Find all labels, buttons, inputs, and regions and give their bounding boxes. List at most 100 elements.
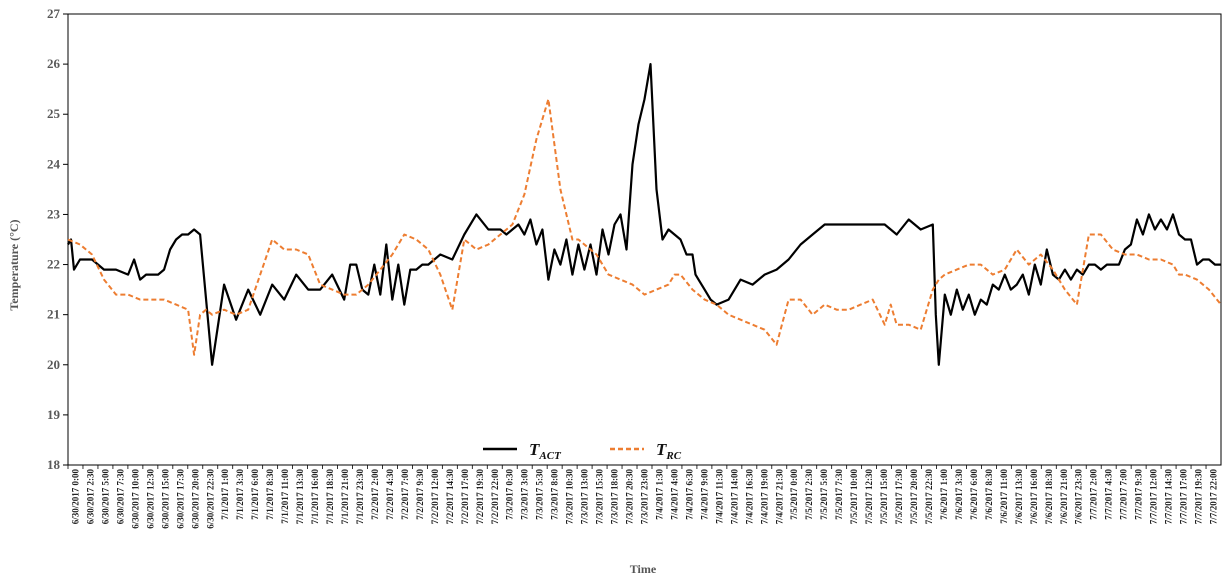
- x-tick-label: 7/3/2017 20:30: [625, 469, 635, 525]
- x-tick-label: 6/30/2017 15:00: [160, 469, 170, 529]
- x-tick-label: 7/2/2017 9:30: [415, 469, 425, 520]
- x-tick-label: 6/30/2017 12:30: [145, 469, 155, 529]
- x-tick-label: 7/6/2017 8:30: [984, 469, 994, 520]
- x-tick-label: 7/1/2017 8:30: [265, 469, 275, 520]
- x-tick-label: 7/2/2017 7:00: [400, 469, 410, 520]
- x-tick-label: 7/3/2017 3:00: [520, 469, 530, 520]
- x-tick-label: 7/2/2017 2:00: [370, 469, 380, 520]
- x-tick-label: 7/4/2017 14:00: [729, 469, 739, 525]
- axes: [67, 13, 1222, 466]
- x-tick-label: 7/7/2017 17:00: [1179, 469, 1189, 525]
- x-tick-label: 7/5/2017 20:00: [909, 469, 919, 525]
- x-tick-label: 7/6/2017 18:30: [1044, 469, 1054, 525]
- y-tick-label: 21: [47, 307, 60, 322]
- x-tick-label: 7/5/2017 7:30: [834, 469, 844, 520]
- y-tick-label: 23: [47, 206, 61, 221]
- x-tick-label: 7/7/2017 2:00: [1089, 469, 1099, 520]
- x-tick-label: 7/5/2017 5:00: [819, 469, 829, 520]
- x-tick-label: 7/4/2017 6:30: [684, 469, 694, 520]
- x-tick-label: 7/6/2017 6:00: [969, 469, 979, 520]
- x-tick-label: 6/30/2017 2:30: [86, 469, 96, 525]
- x-tick-label: 7/4/2017 16:30: [744, 469, 754, 525]
- x-tick-label: 6/30/2017 0:00: [71, 469, 81, 525]
- y-tick-label: 22: [47, 257, 60, 272]
- x-tick-label: 7/3/2017 0:30: [505, 469, 515, 520]
- x-tick-label: 7/6/2017 21:00: [1059, 469, 1069, 525]
- y-axis-ticks: 18 19 20 21 22 23 24 25 26 27: [47, 6, 68, 472]
- x-tick-label: 7/6/2017 23:30: [1074, 469, 1084, 525]
- x-tick-label: 7/4/2017 1:30: [655, 469, 665, 520]
- x-tick-label: 7/3/2017 5:30: [535, 469, 545, 520]
- x-tick-label: 7/6/2017 3:30: [954, 469, 964, 520]
- x-axis-ticks: 6/30/2017 0:00 6/30/2017 2:30 6/30/2017 5:…: [67, 465, 1219, 529]
- y-tick-label: 20: [47, 357, 60, 372]
- x-tick-label: 7/1/2017 16:00: [310, 469, 320, 525]
- x-tick-label: 7/1/2017 13:30: [295, 469, 305, 525]
- x-tick-label: 7/5/2017 22:30: [924, 469, 934, 525]
- y-tick-label: 18: [47, 457, 61, 472]
- x-tick-label: 7/6/2017 1:00: [939, 469, 949, 520]
- x-tick-label: 7/7/2017 9:30: [1134, 469, 1144, 520]
- x-tick-label: 7/4/2017 21:30: [774, 469, 784, 525]
- x-tick-label: 7/6/2017 16:00: [1029, 469, 1039, 525]
- x-tick-label: 7/2/2017 19:30: [475, 469, 485, 525]
- x-tick-label: 7/4/2017 19:00: [759, 469, 769, 525]
- y-tick-label: 27: [47, 6, 61, 21]
- x-tick-label: 7/4/2017 11:30: [714, 469, 724, 524]
- x-tick-label: 7/5/2017 0:00: [789, 469, 799, 520]
- x-tick-label: 7/2/2017 12:00: [430, 469, 440, 525]
- x-tick-label: 7/6/2017 13:30: [1014, 469, 1024, 525]
- x-tick-label: 6/30/2017 7:30: [115, 469, 125, 525]
- series-line-t-act: [67, 62, 1221, 366]
- x-tick-label: 7/1/2017 18:30: [325, 469, 335, 525]
- x-tick-label: 6/30/2017 10:00: [130, 469, 140, 529]
- x-tick-label: 6/30/2017 22:30: [205, 469, 215, 529]
- x-tick-label: 7/3/2017 18:00: [610, 469, 620, 525]
- x-tick-label: 7/3/2017 10:30: [565, 469, 575, 525]
- x-tick-label: 7/2/2017 17:00: [460, 469, 470, 525]
- x-tick-label: 7/1/2017 11:00: [280, 469, 290, 524]
- x-tick-label: 7/2/2017 14:30: [445, 469, 455, 525]
- x-tick-label: 7/5/2017 10:00: [849, 469, 859, 525]
- x-tick-label: 7/3/2017 8:00: [550, 469, 560, 520]
- y-tick-label: 25: [47, 106, 61, 121]
- x-tick-label: 7/4/2017 4:00: [669, 469, 679, 520]
- x-tick-label: 7/6/2017 11:00: [999, 469, 1009, 524]
- x-tick-label: 7/7/2017 22:00: [1209, 469, 1219, 525]
- x-tick-label: 7/7/2017 7:00: [1119, 469, 1129, 520]
- x-tick-label: 6/30/2017 5:00: [100, 469, 110, 525]
- x-axis-title: Time: [630, 562, 657, 576]
- y-tick-label: 19: [47, 407, 61, 422]
- x-tick-label: 7/3/2017 15:30: [595, 469, 605, 525]
- x-tick-label: 7/1/2017 1:00: [220, 469, 230, 520]
- x-tick-label: 6/30/2017 20:00: [190, 469, 200, 529]
- x-tick-label: 7/1/2017 23:30: [355, 469, 365, 525]
- x-tick-label: 6/30/2017 17:30: [175, 469, 185, 529]
- series-line-t-rc: [67, 98, 1222, 356]
- legend: TACT TRC: [483, 440, 682, 462]
- y-tick-label: 24: [47, 156, 61, 171]
- x-tick-label: 7/5/2017 17:30: [894, 469, 904, 525]
- x-tick-label: 7/7/2017 19:30: [1194, 469, 1204, 525]
- plot-frame: [67, 13, 1222, 466]
- x-tick-label: 7/7/2017 12:00: [1149, 469, 1159, 525]
- x-tick-label: 7/2/2017 4:30: [385, 469, 395, 520]
- x-tick-label: 7/5/2017 2:30: [804, 469, 814, 520]
- x-tick-label: 7/1/2017 6:00: [250, 469, 260, 520]
- x-tick-label: 7/2/2017 22:00: [490, 469, 500, 525]
- y-tick-label: 26: [47, 56, 61, 71]
- x-tick-label: 7/5/2017 12:30: [864, 469, 874, 525]
- legend-label-t-rc: TRC: [656, 440, 682, 462]
- x-tick-label: 7/4/2017 9:00: [699, 469, 709, 520]
- y-axis-title: Temperature (°C): [7, 219, 21, 310]
- x-tick-label: 7/3/2017 23:00: [640, 469, 650, 525]
- series-layer: [67, 62, 1222, 366]
- x-tick-label: 7/7/2017 4:30: [1104, 469, 1114, 520]
- x-tick-label: 7/3/2017 13:00: [580, 469, 590, 525]
- legend-label-t-act: TACT: [529, 440, 562, 462]
- x-tick-label: 7/5/2017 15:00: [879, 469, 889, 525]
- x-tick-label: 7/7/2017 14:30: [1164, 469, 1174, 525]
- x-tick-label: 7/1/2017 21:00: [340, 469, 350, 525]
